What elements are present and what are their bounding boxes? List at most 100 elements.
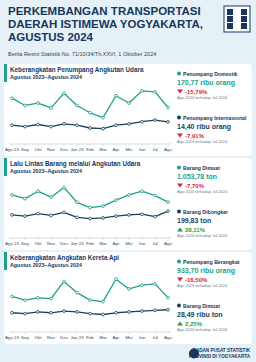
x-tick — [38, 332, 39, 334]
plot — [11, 186, 170, 220]
x-tick-label: Feb — [86, 147, 94, 152]
x-tick — [64, 144, 65, 146]
x-tick — [103, 238, 104, 240]
x-tick — [142, 332, 143, 334]
panel-value: 28,49 ribu ton — [177, 311, 223, 319]
point — [167, 120, 170, 123]
point — [141, 310, 144, 313]
x-tick-label: Apr — [113, 335, 120, 340]
point — [89, 127, 92, 130]
series-line — [12, 187, 168, 207]
x-tick — [25, 144, 26, 146]
panel-change: 28,11% — [185, 227, 206, 233]
point — [167, 106, 170, 109]
point — [102, 205, 105, 208]
x-tick — [155, 144, 156, 146]
x-tick-label: Des — [60, 147, 69, 152]
x-tick-label: Agu — [164, 335, 172, 340]
point — [128, 213, 131, 216]
x-tick-label: Jun — [138, 335, 146, 340]
title: DAERAH ISTIMEWA YOGYAKARTA, — [8, 18, 203, 30]
chart-subtitle: Agustus 2023–Agustus 2024 — [10, 74, 82, 80]
legend-swatch — [177, 72, 181, 76]
series-line — [12, 91, 168, 118]
point — [154, 309, 157, 312]
x-tick-label: Sep — [21, 335, 29, 340]
x-tick-label: Jul — [152, 335, 158, 340]
change-arrow — [177, 322, 183, 326]
x-tick-label: Jan 24 — [70, 241, 84, 246]
point — [76, 311, 79, 314]
x-tick-label: Okt — [35, 335, 43, 340]
point — [76, 216, 79, 219]
x-tick-label: Mar — [99, 147, 107, 152]
subtitle: Berita Resmi Statistik No. 71/10/34/Th.X… — [8, 51, 156, 57]
point — [37, 212, 40, 215]
point — [141, 284, 144, 287]
panel-note: Agu 2024 terhadap Jul 2024 — [177, 139, 228, 144]
point — [102, 127, 105, 130]
legend-label: Penumpang Internasional — [183, 115, 247, 121]
point — [89, 299, 92, 302]
point — [50, 125, 53, 128]
point — [128, 194, 131, 197]
x-tick-label: Sep — [21, 147, 29, 152]
qr-cell — [227, 16, 233, 22]
title: AGUSTUS 2024 — [8, 31, 94, 43]
point — [167, 210, 170, 213]
point — [141, 120, 144, 123]
x-tick — [51, 332, 52, 334]
x-tick-label: Nov — [47, 241, 56, 246]
point — [128, 102, 131, 105]
point — [50, 214, 53, 217]
legend-swatch — [177, 166, 181, 170]
point — [11, 213, 14, 216]
panel-value: 170,77 ribu orang — [177, 79, 235, 87]
x-tick-label: Okt — [35, 241, 43, 246]
point — [11, 295, 14, 298]
point — [128, 122, 131, 125]
x-tick — [12, 238, 13, 240]
point — [24, 299, 27, 302]
panel-value: 199,83 ton — [177, 217, 211, 225]
qr-cell — [241, 16, 247, 22]
plot — [11, 89, 170, 130]
x-tick — [25, 238, 26, 240]
x-tick-label: Nov — [47, 147, 56, 152]
x-tick — [155, 238, 156, 240]
panel-value: 14,40 ribu orang — [177, 123, 231, 131]
point — [128, 311, 131, 314]
series-line — [12, 120, 168, 129]
legend-swatch — [177, 210, 181, 214]
x-tick-label: Mei — [125, 147, 132, 152]
x-tick-label: Agu — [164, 241, 172, 246]
point — [89, 217, 92, 220]
legend-swatch — [177, 304, 181, 308]
point — [50, 107, 53, 110]
point — [128, 288, 131, 291]
legend-swatch — [177, 116, 181, 120]
chart-subtitle: Agustus 2023–Agustus 2024 — [10, 168, 82, 174]
x-tick-label: Mei — [125, 335, 132, 340]
x-tick — [77, 332, 78, 334]
panel-change: -7,70% — [185, 183, 205, 189]
legend-swatch — [177, 260, 181, 264]
point — [102, 217, 105, 220]
point — [154, 119, 157, 122]
point — [154, 282, 157, 285]
point — [89, 312, 92, 315]
legend-label: Barang Dibongkar — [183, 209, 228, 215]
point — [167, 201, 170, 204]
point — [37, 296, 40, 299]
point — [24, 215, 27, 218]
section: Keberangkatan Angkutan Kereta ApiAgustus… — [4, 252, 252, 344]
x-tick-label: Agu 23 — [5, 241, 19, 246]
panel-value: 933,70 ribu orang — [177, 267, 235, 275]
x-tick-label: Agu 23 — [5, 335, 19, 340]
infographic: PERKEMBANGAN TRANSPORTASIDAERAH ISTIMEWA… — [0, 0, 256, 362]
x-tick — [129, 238, 130, 240]
panel-note: Agu 2024 terhadap Jul 2024 — [177, 95, 228, 100]
point — [37, 190, 40, 193]
point — [141, 89, 144, 92]
x-tick — [116, 238, 117, 240]
